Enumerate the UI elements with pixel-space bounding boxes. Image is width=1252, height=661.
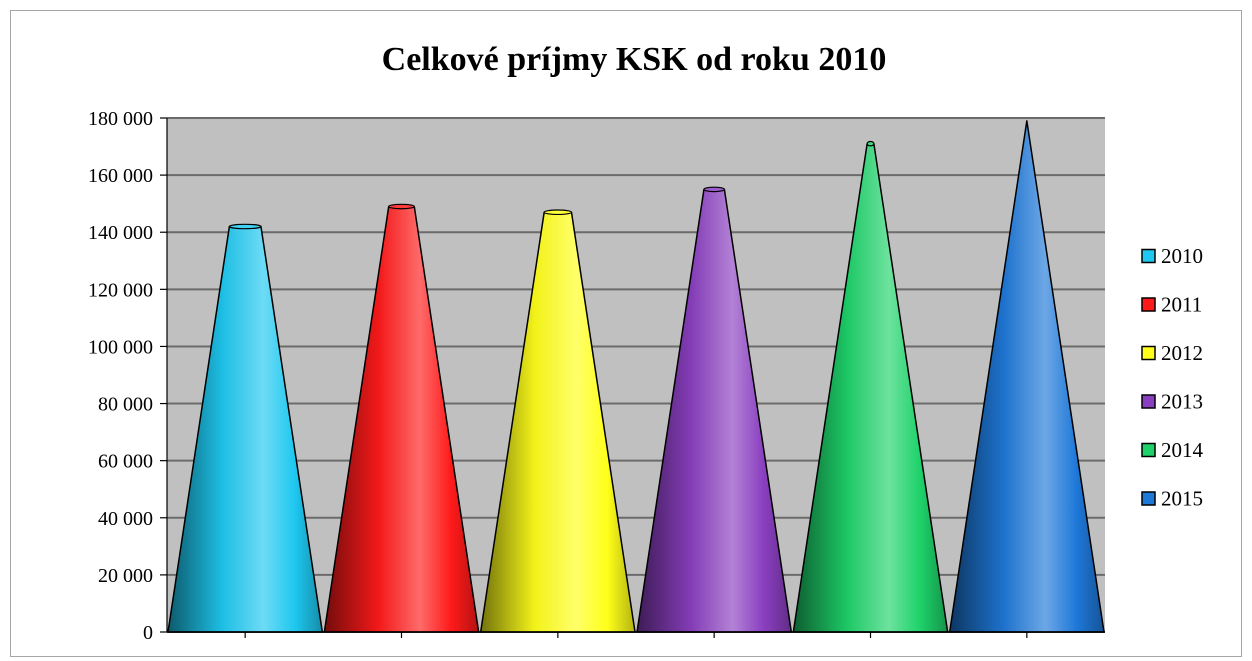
y-tick-label: 20 000: [98, 565, 153, 587]
cone-cap-2012: [543, 209, 573, 216]
legend-swatch-2015: [1141, 491, 1156, 506]
legend-swatch-2012: [1141, 345, 1156, 361]
y-tick-label: 140 000: [88, 222, 153, 244]
y-tick-label: 40 000: [98, 508, 153, 530]
legend-label: 2010: [1161, 244, 1203, 268]
y-tick-label: 80 000: [98, 394, 153, 416]
cone-cap-2011: [388, 203, 415, 210]
legend-swatch-2013: [1141, 394, 1156, 409]
y-tick-label: 160 000: [88, 165, 153, 187]
y-tick-label: 60 000: [98, 451, 153, 473]
y-tick-label: 180 000: [88, 108, 153, 130]
cone-cap-2010: [228, 223, 262, 230]
chart-title: Celkové príjmy KSK od roku 2010: [382, 41, 887, 78]
legend-swatch-2010: [1141, 248, 1156, 264]
y-tick-label: 100 000: [88, 336, 153, 358]
legend-label: 2013: [1161, 390, 1203, 414]
legend-swatch-2014: [1141, 442, 1156, 458]
plot-area: [167, 118, 1105, 632]
y-tick-label: 0: [143, 622, 153, 644]
legend-label: 2014: [1161, 438, 1204, 462]
legend-label: 2011: [1161, 293, 1202, 317]
legend-label: 2012: [1161, 341, 1203, 365]
y-tick-label: 120 000: [88, 279, 153, 301]
cone-cap-2013: [703, 186, 725, 193]
legend-swatch-2011: [1141, 297, 1156, 312]
legend-label: 2015: [1161, 487, 1203, 511]
cone-cap-2014: [866, 140, 875, 147]
